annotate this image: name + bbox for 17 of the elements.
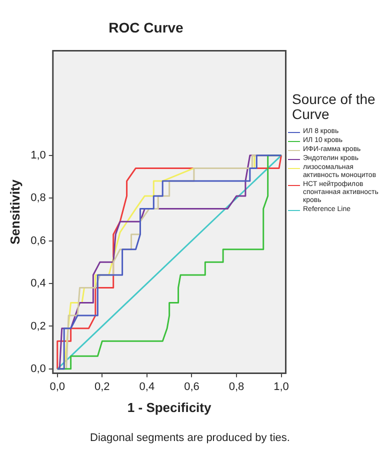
- y-tick-label: 1,0: [30, 149, 46, 162]
- y-tick-label: 0,0: [30, 362, 46, 375]
- y-tick-label: 0,6: [30, 234, 46, 247]
- x-tick-label: 0,2: [94, 380, 110, 393]
- x-axis-title: 1 - Specificity: [127, 400, 212, 415]
- text: Diagonal segments are produced by ties.: [89, 432, 291, 444]
- y-tick-label: 0,2: [30, 320, 46, 332]
- x-tick-label: 1,0: [274, 380, 289, 393]
- x-tick-label: 0,0: [50, 380, 66, 393]
- x-tick-label: 0,6: [184, 380, 200, 393]
- legend-title: Source of the Curve: [292, 91, 376, 122]
- y-tick-label: 0,8: [30, 192, 46, 204]
- x-tick-label: 0,4: [139, 380, 155, 393]
- y-axis-title: Sensitivity: [7, 178, 22, 245]
- chart-title: ROC Curve: [108, 19, 184, 36]
- x-tick-label: 0,8: [228, 380, 244, 393]
- y-tick-label: 0,4: [30, 278, 46, 290]
